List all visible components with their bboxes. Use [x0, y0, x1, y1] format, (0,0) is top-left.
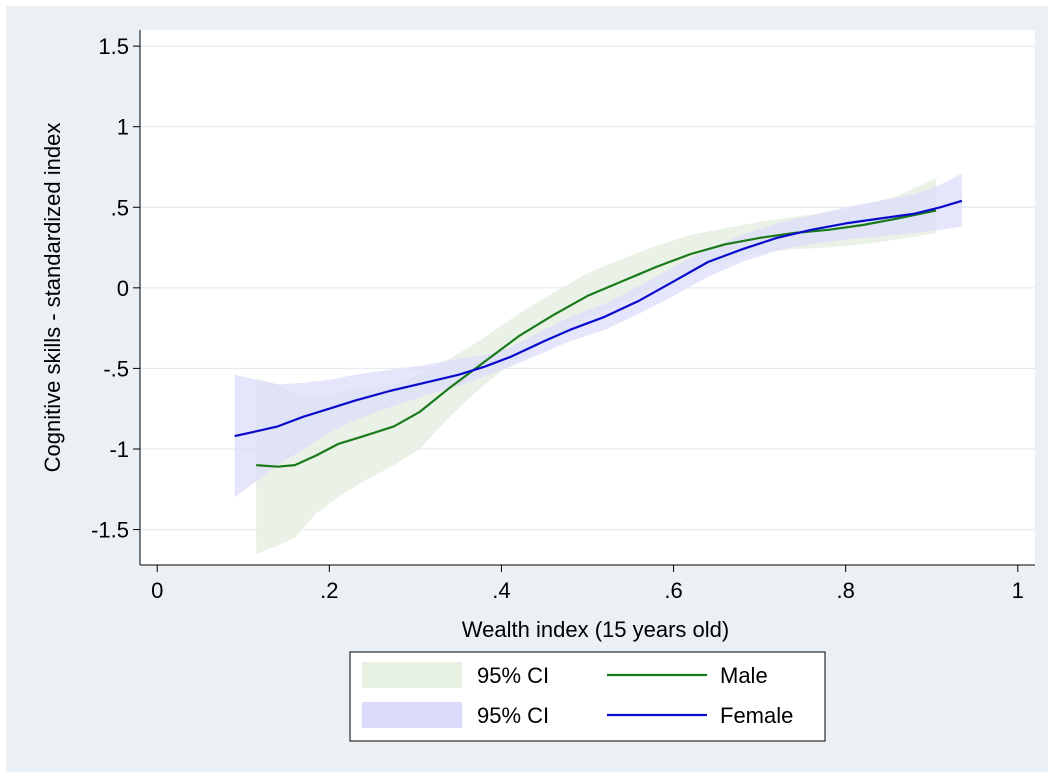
x-tick-label: 0 — [151, 578, 163, 603]
x-tick-label: .8 — [836, 578, 854, 603]
x-tick-label: .4 — [492, 578, 510, 603]
y-tick-label: -.5 — [103, 356, 129, 381]
series-lines — [234, 199, 963, 468]
legend: 95% CI Male 95% CI Female — [349, 651, 826, 742]
x-tick-label: .6 — [664, 578, 682, 603]
y-tick-label: .5 — [111, 195, 129, 220]
y-tick-label: 1 — [117, 115, 129, 140]
x-tick-label: .2 — [320, 578, 338, 603]
y-tick-label: -1 — [109, 437, 129, 462]
y-tick-label: 1.5 — [98, 34, 129, 59]
legend-swatch-ci — [362, 702, 462, 728]
axes: -1.5 -1 -.5 0 .5 1 1.5 0 .2 .4 .6 .8 1 Wealth index (… — [40, 30, 1035, 642]
y-tick-label: -1.5 — [91, 518, 129, 543]
confidence-bands — [234, 173, 962, 554]
legend-label-series: Male — [720, 663, 768, 688]
y-axis-title: Cognitive skills - standardized index — [40, 123, 65, 473]
legend-label-series: Female — [720, 703, 793, 728]
legend-swatch-ci — [362, 662, 462, 688]
y-tick-label: 0 — [117, 276, 129, 301]
ci-band-female — [234, 173, 962, 498]
legend-label-ci: 95% CI — [477, 663, 549, 688]
series-line-female — [234, 199, 963, 438]
legend-label-ci: 95% CI — [477, 703, 549, 728]
x-tick-label: 1 — [1012, 578, 1024, 603]
x-axis-title: Wealth index (15 years old) — [462, 617, 729, 642]
